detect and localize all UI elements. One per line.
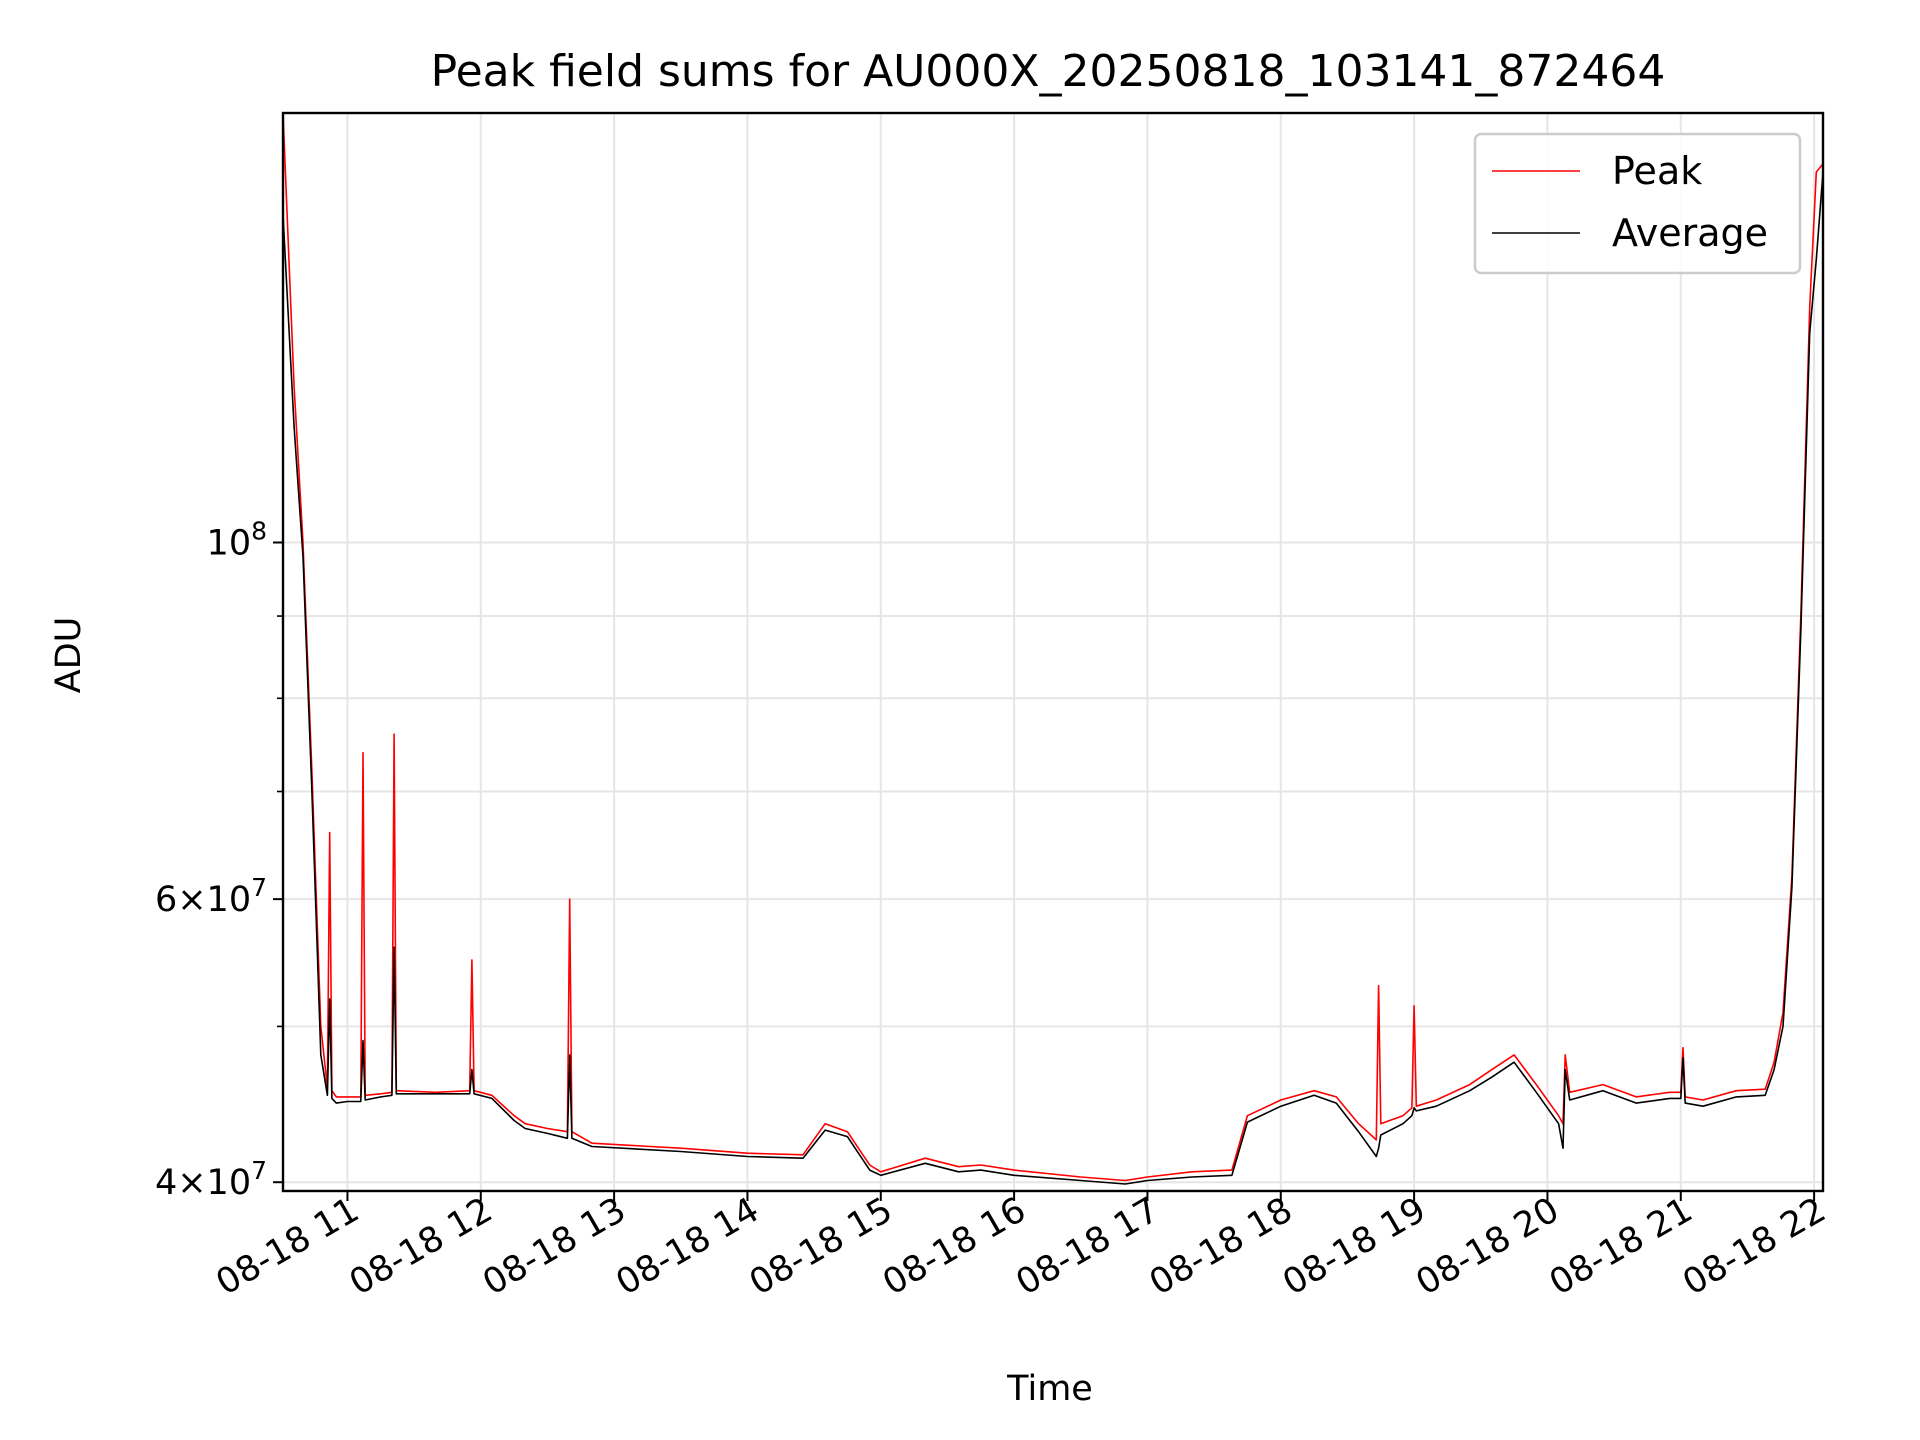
plot-area: [282, 112, 1824, 1185]
y-axis-label: ADU: [49, 617, 89, 694]
series-line-peak: [282, 112, 1824, 1182]
plot-frame: [281, 111, 1825, 1193]
legend-box: [1473, 132, 1802, 275]
chart-title: Peak field sums for AU000X_20250818_1031…: [431, 46, 1666, 97]
grid: [283, 113, 1823, 1191]
legend-label-peak: Peak: [1612, 149, 1702, 193]
legend: Peak Average: [1473, 132, 1802, 275]
y-tick-label: 108: [207, 516, 267, 563]
y-tick-label: 4×107: [155, 1156, 267, 1203]
y-tick-label: 6×107: [155, 873, 267, 920]
legend-label-average: Average: [1612, 211, 1768, 255]
y-axis: 108 6×107 4×107: [155, 516, 283, 1203]
series-line-average: [282, 171, 1824, 1185]
x-axis-label: Time: [1006, 1369, 1093, 1409]
